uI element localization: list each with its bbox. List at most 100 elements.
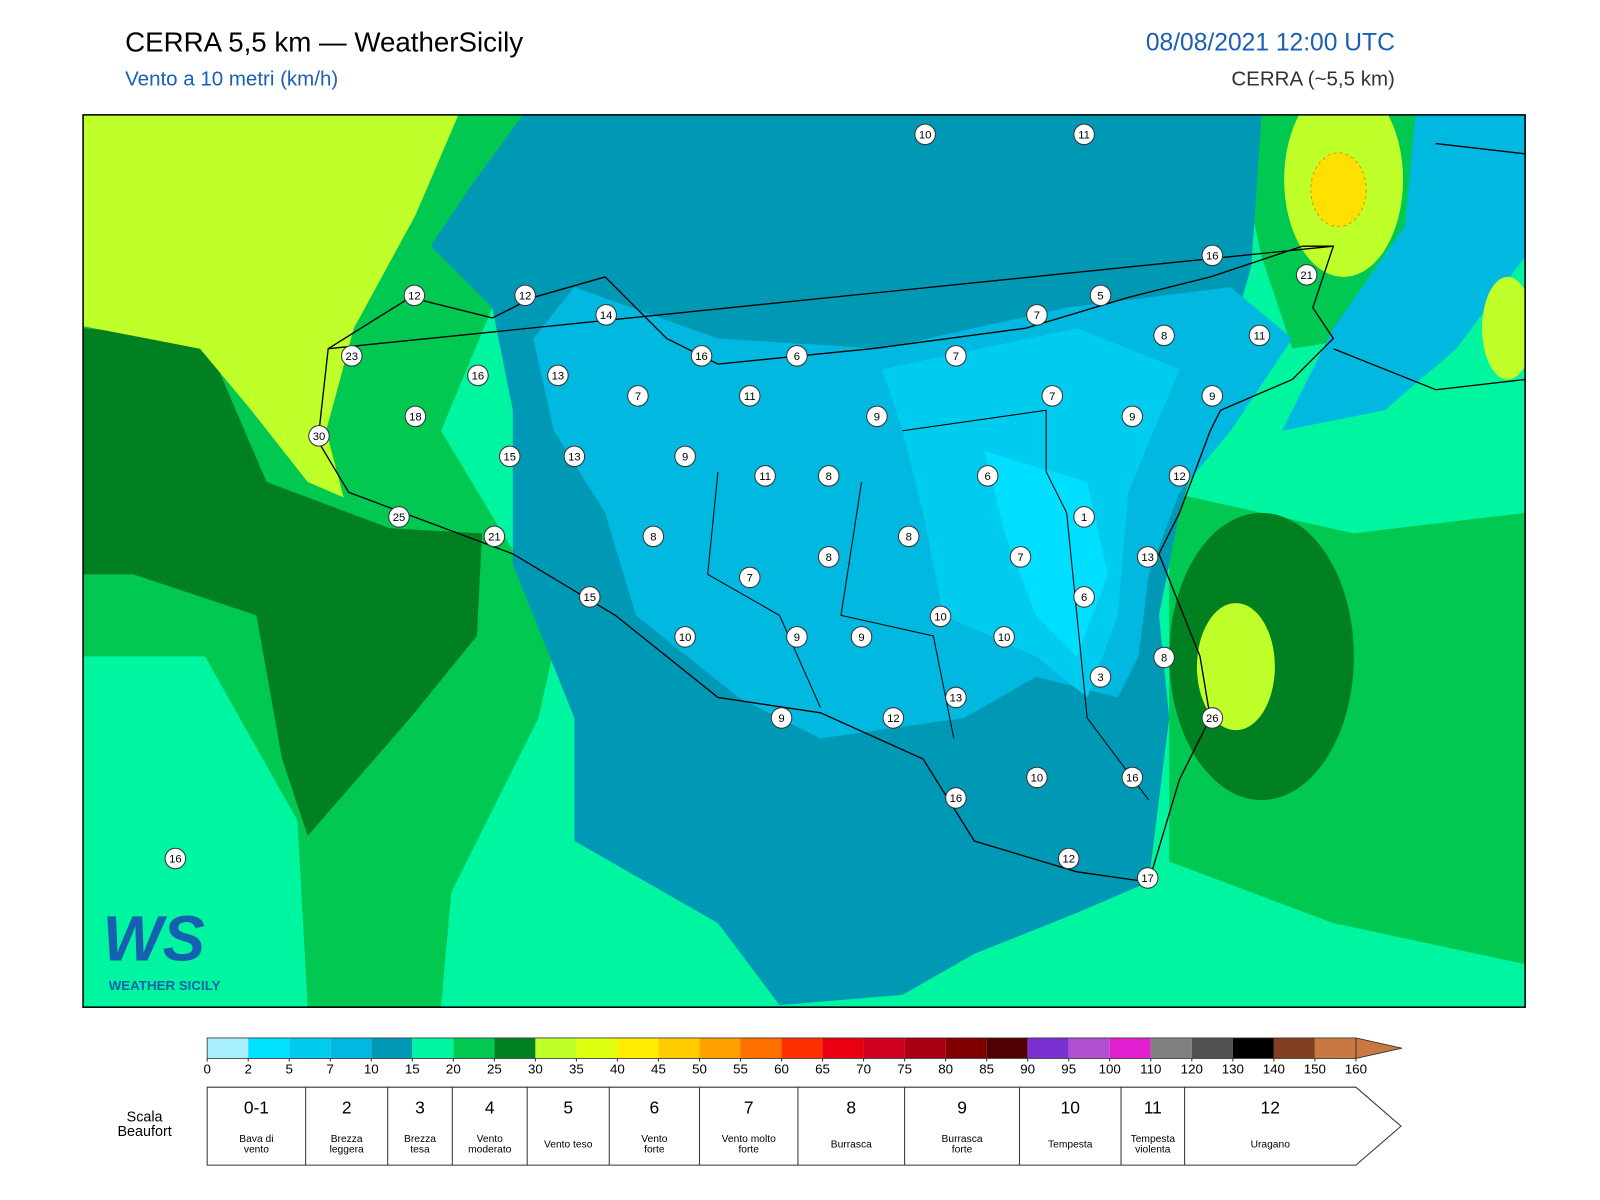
colorbar-bin bbox=[617, 1037, 659, 1059]
station-marker bbox=[1248, 324, 1271, 347]
beaufort-desc: Vento teso bbox=[544, 1139, 593, 1150]
colorbar-tick-label: 95 bbox=[1061, 1061, 1076, 1076]
station-marker bbox=[1201, 707, 1224, 729]
colorbar-bin bbox=[1068, 1037, 1110, 1059]
colorbar-bin bbox=[535, 1037, 577, 1059]
station-marker bbox=[1089, 284, 1112, 307]
station-value: 10 bbox=[998, 632, 1011, 644]
colorbar-tick-label: 7 bbox=[327, 1061, 334, 1076]
station-marker bbox=[866, 405, 888, 428]
title: CERRA 5,5 km — WeatherSicily bbox=[125, 26, 523, 57]
beaufort-force: 2 bbox=[342, 1097, 352, 1117]
station-value: 13 bbox=[1141, 552, 1154, 564]
station-value: 16 bbox=[472, 370, 485, 382]
beaufort-desc: Brezza bbox=[331, 1134, 363, 1145]
colorbar-tick-label: 35 bbox=[569, 1061, 584, 1076]
beaufort-desc: forte bbox=[738, 1144, 759, 1155]
beaufort-desc: Bava di bbox=[239, 1134, 273, 1145]
station-marker bbox=[1121, 766, 1144, 789]
colorbar-bin bbox=[904, 1037, 946, 1059]
colorbar-tick-label: 30 bbox=[528, 1061, 543, 1076]
beaufort-desc: forte bbox=[952, 1144, 973, 1155]
station-marker bbox=[1153, 646, 1175, 669]
station-value: 9 bbox=[858, 632, 864, 644]
beaufort-force: 10 bbox=[1061, 1097, 1081, 1117]
beaufort-desc: forte bbox=[644, 1144, 665, 1155]
station-value: 8 bbox=[1161, 330, 1167, 342]
station-marker bbox=[1153, 324, 1175, 347]
beaufort-desc: tesa bbox=[410, 1144, 430, 1155]
station-value: 16 bbox=[695, 351, 708, 363]
station-marker bbox=[1026, 766, 1048, 789]
station-marker bbox=[563, 445, 586, 468]
colorbar-bin bbox=[371, 1037, 413, 1059]
station-value: 12 bbox=[519, 290, 532, 302]
colorbar-bin bbox=[945, 1037, 987, 1059]
colorbar-tick-label: 130 bbox=[1222, 1061, 1244, 1076]
station-value: 15 bbox=[503, 451, 516, 463]
station-marker bbox=[738, 566, 761, 589]
colorbar-tick-label: 5 bbox=[286, 1061, 293, 1076]
colorbar-bin bbox=[781, 1037, 823, 1059]
station-value: 7 bbox=[1049, 391, 1055, 403]
beaufort-desc: vento bbox=[244, 1144, 269, 1155]
station-value: 11 bbox=[759, 471, 771, 483]
beaufort-desc: Vento molto bbox=[722, 1134, 776, 1145]
station-marker bbox=[1026, 304, 1048, 326]
colorbar-bin bbox=[986, 1037, 1028, 1059]
colorbar-tick-label: 2 bbox=[244, 1061, 251, 1076]
colorbar-bin bbox=[699, 1037, 741, 1059]
colorbar-bin bbox=[1150, 1037, 1192, 1059]
colorbar-bin bbox=[740, 1037, 782, 1059]
station-value: 12 bbox=[408, 290, 421, 302]
station-value: 21 bbox=[488, 531, 501, 543]
station-value: 8 bbox=[906, 531, 912, 543]
station-marker bbox=[945, 686, 967, 709]
station-marker bbox=[547, 364, 569, 387]
station-marker bbox=[1009, 546, 1032, 568]
colorbar-bin bbox=[1109, 1037, 1151, 1059]
station-marker bbox=[674, 445, 696, 468]
beaufort-desc: Vento bbox=[641, 1134, 668, 1145]
station-value: 13 bbox=[552, 370, 565, 382]
station-value: 12 bbox=[1062, 853, 1075, 865]
station-value: 23 bbox=[346, 351, 359, 363]
station-value: 11 bbox=[1254, 330, 1266, 342]
station-value: 10 bbox=[919, 129, 932, 141]
beaufort-force: 4 bbox=[485, 1097, 495, 1117]
station-marker bbox=[164, 847, 187, 870]
station-marker bbox=[627, 385, 649, 407]
colorbar-tick-label: 80 bbox=[938, 1061, 953, 1076]
beaufort-title: Beaufort bbox=[117, 1124, 171, 1140]
model: CERRA (~5,5 km) bbox=[1231, 67, 1394, 90]
colorbar-tick-label: 10 bbox=[364, 1061, 379, 1076]
station-marker bbox=[945, 787, 967, 809]
colorbar-bin bbox=[576, 1037, 618, 1059]
station-marker bbox=[1201, 244, 1224, 267]
beaufort-desc: Tempesta bbox=[1131, 1134, 1176, 1145]
station-marker bbox=[976, 465, 999, 487]
colorbar-tick-label: 65 bbox=[815, 1061, 830, 1076]
station-value: 17 bbox=[1141, 873, 1154, 885]
station-marker bbox=[1057, 847, 1080, 870]
colorbar-tick-label: 0 bbox=[203, 1061, 210, 1076]
beaufort-force: 12 bbox=[1261, 1097, 1280, 1117]
station-marker bbox=[498, 445, 521, 468]
station-marker bbox=[882, 707, 905, 729]
beaufort-frame bbox=[206, 1086, 1402, 1166]
station-value: 16 bbox=[1126, 772, 1139, 784]
station-marker bbox=[914, 123, 936, 146]
station-marker bbox=[404, 405, 427, 428]
station-marker bbox=[993, 626, 1015, 648]
colorbar-bin bbox=[658, 1037, 700, 1059]
station-value: 16 bbox=[1206, 250, 1219, 262]
beaufort-desc: Tempesta bbox=[1048, 1139, 1093, 1150]
colorbar-tick-label: 120 bbox=[1181, 1061, 1203, 1076]
station-value: 1 bbox=[1081, 512, 1087, 524]
station-marker bbox=[945, 345, 967, 367]
station-marker bbox=[1073, 586, 1095, 608]
map-frame bbox=[82, 114, 1526, 1008]
beaufort-desc: violenta bbox=[1135, 1144, 1171, 1155]
colorbar-bin bbox=[412, 1037, 454, 1059]
